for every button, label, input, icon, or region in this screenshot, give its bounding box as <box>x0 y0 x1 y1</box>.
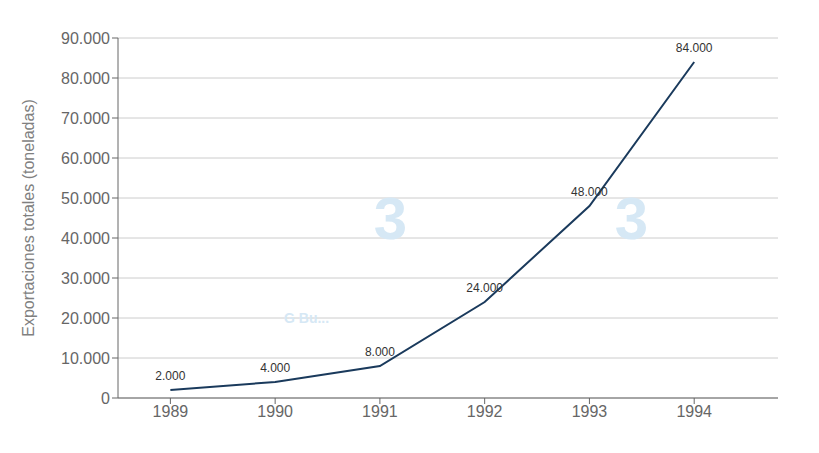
svg-text:3: 3 <box>374 185 407 252</box>
svg-text:50.000: 50.000 <box>61 190 110 207</box>
svg-text:48.000: 48.000 <box>571 185 608 199</box>
svg-text:1994: 1994 <box>676 403 712 420</box>
svg-text:2.000: 2.000 <box>155 369 185 383</box>
svg-text:G Bu...: G Bu... <box>284 310 329 326</box>
svg-text:90.000: 90.000 <box>61 30 110 47</box>
svg-text:80.000: 80.000 <box>61 70 110 87</box>
svg-text:0: 0 <box>101 390 110 407</box>
svg-text:1990: 1990 <box>257 403 293 420</box>
svg-text:70.000: 70.000 <box>61 110 110 127</box>
svg-text:60.000: 60.000 <box>61 150 110 167</box>
svg-text:1989: 1989 <box>153 403 189 420</box>
svg-text:3: 3 <box>615 185 648 252</box>
svg-text:20.000: 20.000 <box>61 310 110 327</box>
svg-text:24.000: 24.000 <box>466 281 503 295</box>
svg-text:1993: 1993 <box>572 403 608 420</box>
svg-text:84.000: 84.000 <box>676 41 713 55</box>
svg-text:Exportaciones totales (tonelad: Exportaciones totales (toneladas) <box>20 99 37 336</box>
svg-text:8.000: 8.000 <box>365 345 395 359</box>
svg-text:40.000: 40.000 <box>61 230 110 247</box>
svg-text:10.000: 10.000 <box>61 350 110 367</box>
svg-text:1991: 1991 <box>362 403 398 420</box>
svg-text:30.000: 30.000 <box>61 270 110 287</box>
svg-text:4.000: 4.000 <box>260 361 290 375</box>
svg-text:1992: 1992 <box>467 403 503 420</box>
